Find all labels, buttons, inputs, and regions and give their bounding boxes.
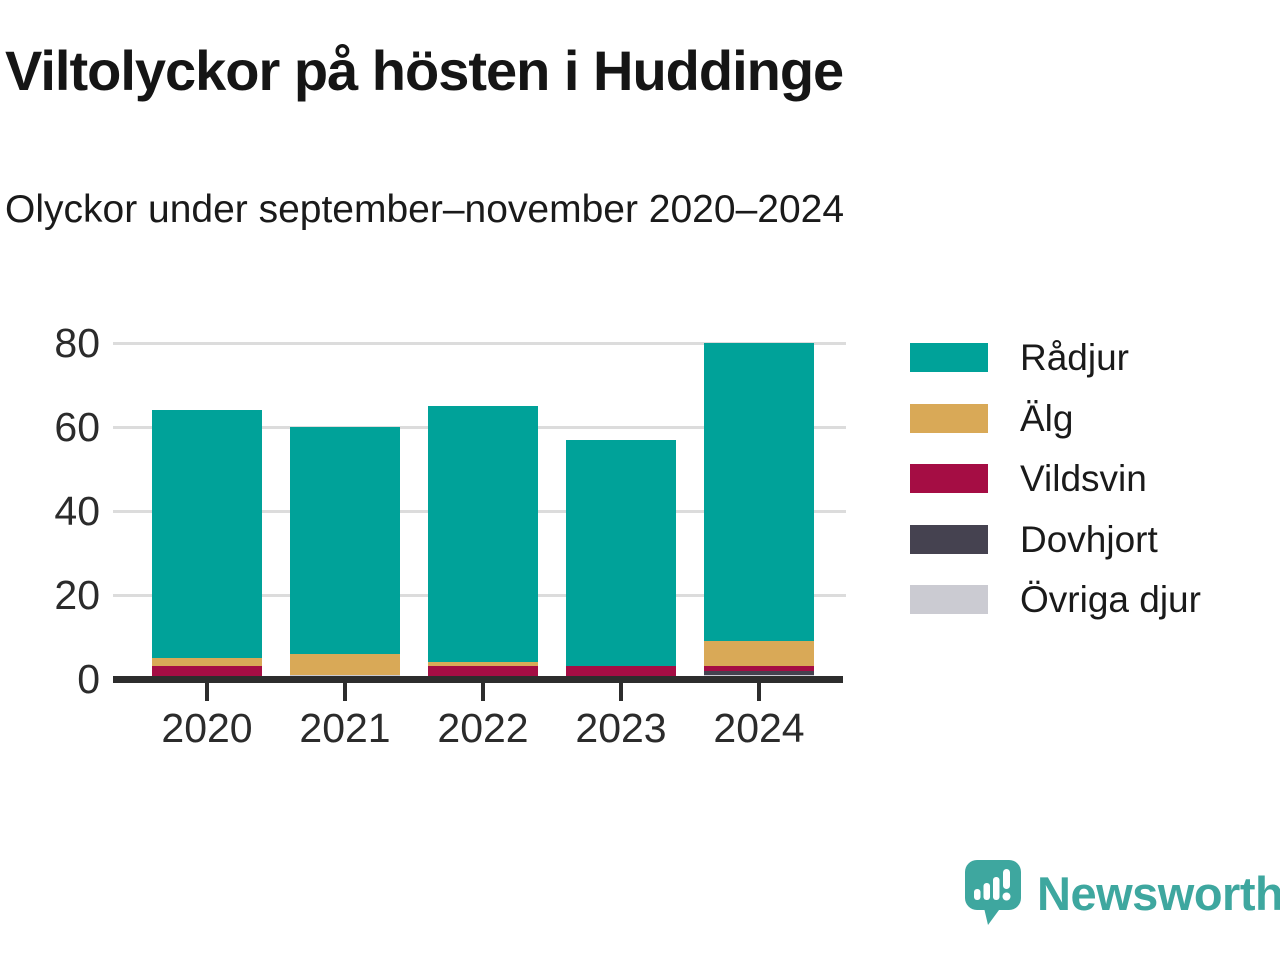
y-axis-tick-label: 20 — [54, 572, 100, 618]
newsworthy-icon — [965, 860, 1021, 925]
legend-label: Dovhjort — [1020, 518, 1158, 560]
legend-label: Rådjur — [1020, 337, 1129, 378]
legend-swatch — [910, 464, 988, 493]
y-axis-tick-label: 40 — [54, 488, 100, 534]
x-axis-tick-label: 2023 — [575, 705, 667, 751]
bar-segment-2020 — [152, 666, 262, 679]
y-axis-tick-label: 80 — [54, 320, 100, 366]
legend-item: Dovhjort — [910, 521, 1158, 558]
bar-segment-2022 — [428, 662, 538, 667]
newsworthy-wordmark: Newsworthy — [1037, 866, 1280, 920]
x-axis-tick — [343, 683, 347, 701]
chart-subtitle: Olyckor under september–november 2020–20… — [5, 188, 845, 231]
bar-segment-2022 — [428, 406, 538, 663]
legend-swatch — [910, 403, 988, 433]
x-axis-tick-label: 2021 — [299, 705, 391, 751]
legend-label: Vildsvin — [1020, 458, 1147, 499]
y-axis-tick-label: 0 — [77, 656, 100, 702]
x-axis-tick — [757, 683, 761, 701]
legend-item: Rådjur — [910, 339, 1129, 376]
bar-segment-2023 — [566, 666, 676, 679]
legend-item: Vildsvin — [910, 460, 1147, 497]
legend-swatch — [910, 343, 988, 372]
legend-item: Älg — [910, 400, 1073, 437]
bar-segment-2020 — [152, 410, 262, 658]
gridline-80 — [113, 341, 846, 345]
legend-label: Älg — [1020, 397, 1074, 439]
x-axis-tick-label: 2024 — [713, 705, 805, 751]
x-axis-tick — [619, 683, 623, 701]
x-axis-tick — [481, 683, 485, 701]
x-axis-tick-label: 2022 — [437, 705, 529, 751]
legend-swatch — [910, 524, 988, 554]
legend-label: Övriga djur — [1020, 579, 1201, 620]
x-axis-tick — [205, 683, 209, 701]
newsworthy-logo: Newsworthy — [963, 858, 1280, 928]
bar-segment-2022 — [428, 666, 538, 679]
bar-segment-2024 — [704, 343, 814, 642]
legend-swatch — [910, 585, 988, 614]
x-axis-tick-label: 2020 — [161, 705, 253, 751]
bar-segment-2021 — [290, 427, 400, 654]
bar-segment-2024 — [704, 666, 814, 671]
bar-segment-2024 — [704, 641, 814, 667]
legend-item: Övriga djur — [910, 581, 1201, 618]
x-axis-line — [113, 676, 843, 683]
bar-segment-2024 — [704, 670, 814, 675]
bar-segment-2021 — [290, 653, 400, 675]
bar-segment-2023 — [566, 439, 676, 667]
bar-segment-2020 — [152, 658, 262, 667]
y-axis-tick-label: 60 — [54, 404, 100, 450]
chart-title: Viltolyckor på hösten i Huddinge — [5, 39, 844, 102]
